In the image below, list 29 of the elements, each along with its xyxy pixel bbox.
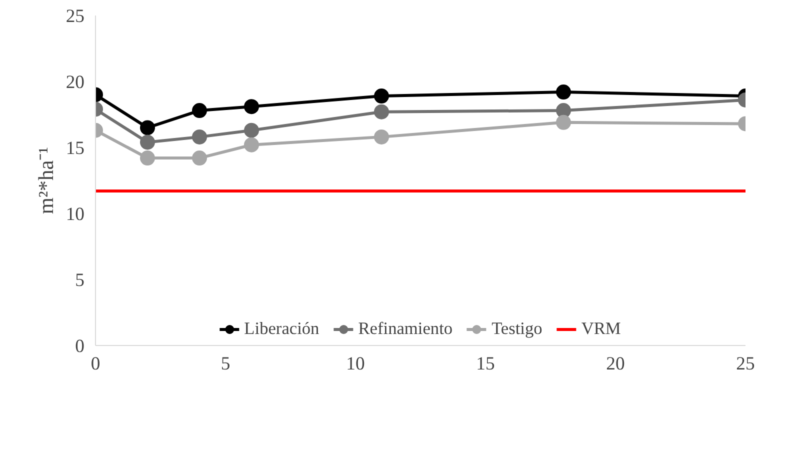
point — [374, 104, 389, 120]
y-tick-label: 15 — [66, 138, 84, 159]
x-tick-label: 25 — [736, 354, 755, 374]
point — [140, 120, 155, 136]
y-tick-label: 10 — [66, 204, 84, 225]
y-tick-label: 20 — [66, 72, 84, 93]
point — [244, 99, 259, 114]
x-tick-label: 5 — [220, 354, 230, 374]
x-tick-label: 10 — [346, 354, 365, 374]
point — [192, 129, 207, 144]
x-tick-label: 20 — [606, 354, 625, 374]
y-tick-label: 25 — [66, 6, 84, 27]
y-tick-label: 0 — [75, 336, 84, 357]
legend-label: Testigo — [492, 319, 542, 339]
x-tick-label: 15 — [476, 354, 495, 374]
point — [244, 137, 259, 152]
y-tick-label: 5 — [75, 270, 84, 291]
point — [374, 88, 389, 104]
x-tick-label: 0 — [90, 354, 100, 374]
y-axis-title: m²*ha⁻¹ — [34, 146, 58, 214]
legend-label: Liberación — [244, 319, 320, 339]
legend-label: Refinamiento — [358, 319, 453, 339]
point — [374, 129, 389, 144]
point — [140, 134, 155, 150]
point — [244, 122, 259, 138]
legend-label: VRM — [581, 319, 621, 339]
point — [192, 150, 207, 166]
point — [140, 150, 155, 166]
point — [192, 103, 207, 118]
